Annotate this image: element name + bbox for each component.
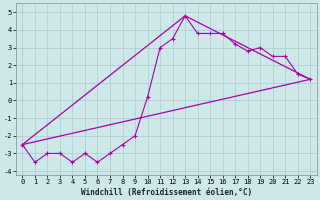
X-axis label: Windchill (Refroidissement éolien,°C): Windchill (Refroidissement éolien,°C) [81, 188, 252, 197]
